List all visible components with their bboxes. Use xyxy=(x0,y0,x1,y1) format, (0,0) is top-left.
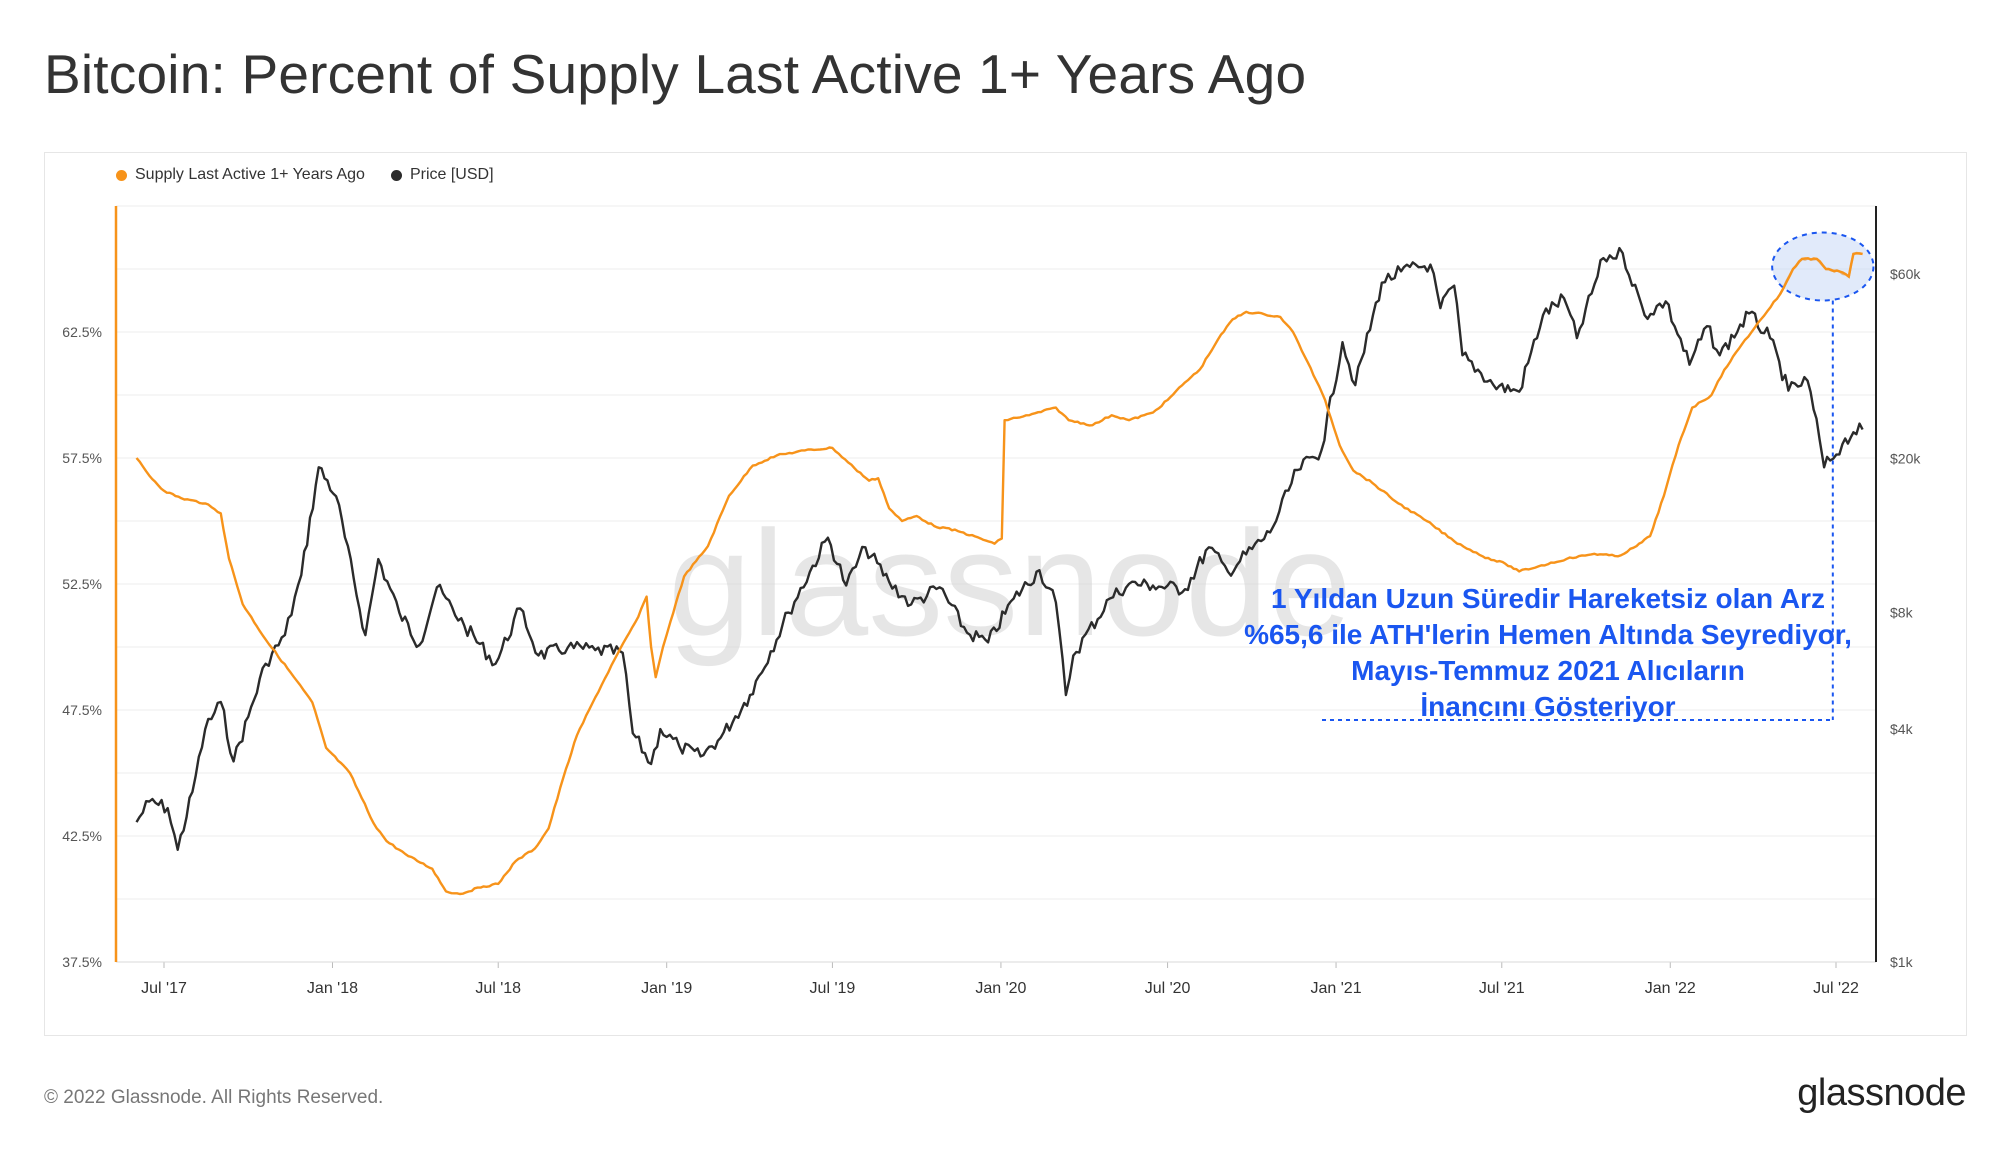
annotation-text-line: 1 Yıldan Uzun Süredir Hareketsiz olan Ar… xyxy=(1271,583,1825,614)
page-title: Bitcoin: Percent of Supply Last Active 1… xyxy=(44,43,1307,105)
chart-series xyxy=(135,246,1864,896)
x-tick-label: Jan '20 xyxy=(975,980,1026,997)
y-right-tick-label: $60k xyxy=(1890,266,1921,282)
chart-annotations: 1 Yıldan Uzun Süredir Hareketsiz olan Ar… xyxy=(1244,231,1875,722)
y-left-tick-label: 42.5% xyxy=(62,828,102,844)
supply-series-line xyxy=(135,251,1863,896)
chart-frame xyxy=(44,152,1967,1036)
chart-watermark: glassnode xyxy=(668,499,1352,667)
annotation-text-line: İnancını Gösteriyor xyxy=(1420,691,1675,722)
x-tick-label: Jul '20 xyxy=(1145,980,1191,997)
y-right-tick-label: $8k xyxy=(1890,605,1914,621)
price-series-line xyxy=(135,246,1864,851)
supply-highlight-segment xyxy=(1779,252,1863,295)
x-tick-label: Jan '21 xyxy=(1311,980,1362,997)
footer-copyright: © 2022 Glassnode. All Rights Reserved. xyxy=(44,1087,384,1108)
x-tick-label: Jul '21 xyxy=(1479,980,1525,997)
y-left-tick-label: 37.5% xyxy=(62,954,102,970)
y-left-tick-label: 57.5% xyxy=(62,450,102,466)
legend-label-supply: Supply Last Active 1+ Years Ago xyxy=(135,166,365,183)
y-right-tick-label: $4k xyxy=(1890,721,1914,737)
chart-legend: Supply Last Active 1+ Years Ago Price [U… xyxy=(116,166,494,184)
x-tick-label: Jan '18 xyxy=(307,980,358,997)
chart-grid xyxy=(116,205,1876,963)
chart-axes: 37.5% 42.5% 47.5% 52.5% 57.5% 62.5% $1k $4k $8k $… xyxy=(62,206,1921,997)
y-right-tick-label: $1k xyxy=(1890,954,1914,970)
x-tick-label: Jul '22 xyxy=(1813,980,1859,997)
x-tick-label: Jan '19 xyxy=(641,980,692,997)
y-left-tick-label: 47.5% xyxy=(62,702,102,718)
legend-item-supply[interactable]: Supply Last Active 1+ Years Ago xyxy=(116,166,365,184)
y-left-tick-label: 62.5% xyxy=(62,324,102,340)
footer-logo: glassnode xyxy=(1797,1072,1966,1114)
y-left-tick-label: 52.5% xyxy=(62,576,102,592)
legend-item-price[interactable]: Price [USD] xyxy=(390,166,494,184)
legend-dot-supply xyxy=(116,169,127,181)
annotation-text-line: Mayıs-Temmuz 2021 Alıcıların xyxy=(1351,655,1745,686)
legend-label-price: Price [USD] xyxy=(409,166,494,183)
annotation-text-line: %65,6 ile ATH'lerin Hemen Altında Seyred… xyxy=(1244,619,1852,650)
y-right-tick-label: $20k xyxy=(1890,451,1921,467)
x-tick-label: Jan '22 xyxy=(1645,980,1696,997)
x-tick-label: Jul '18 xyxy=(475,980,521,997)
x-tick-label: Jul '17 xyxy=(141,980,187,997)
x-tick-label: Jul '19 xyxy=(810,980,856,997)
legend-dot-price xyxy=(390,169,402,181)
